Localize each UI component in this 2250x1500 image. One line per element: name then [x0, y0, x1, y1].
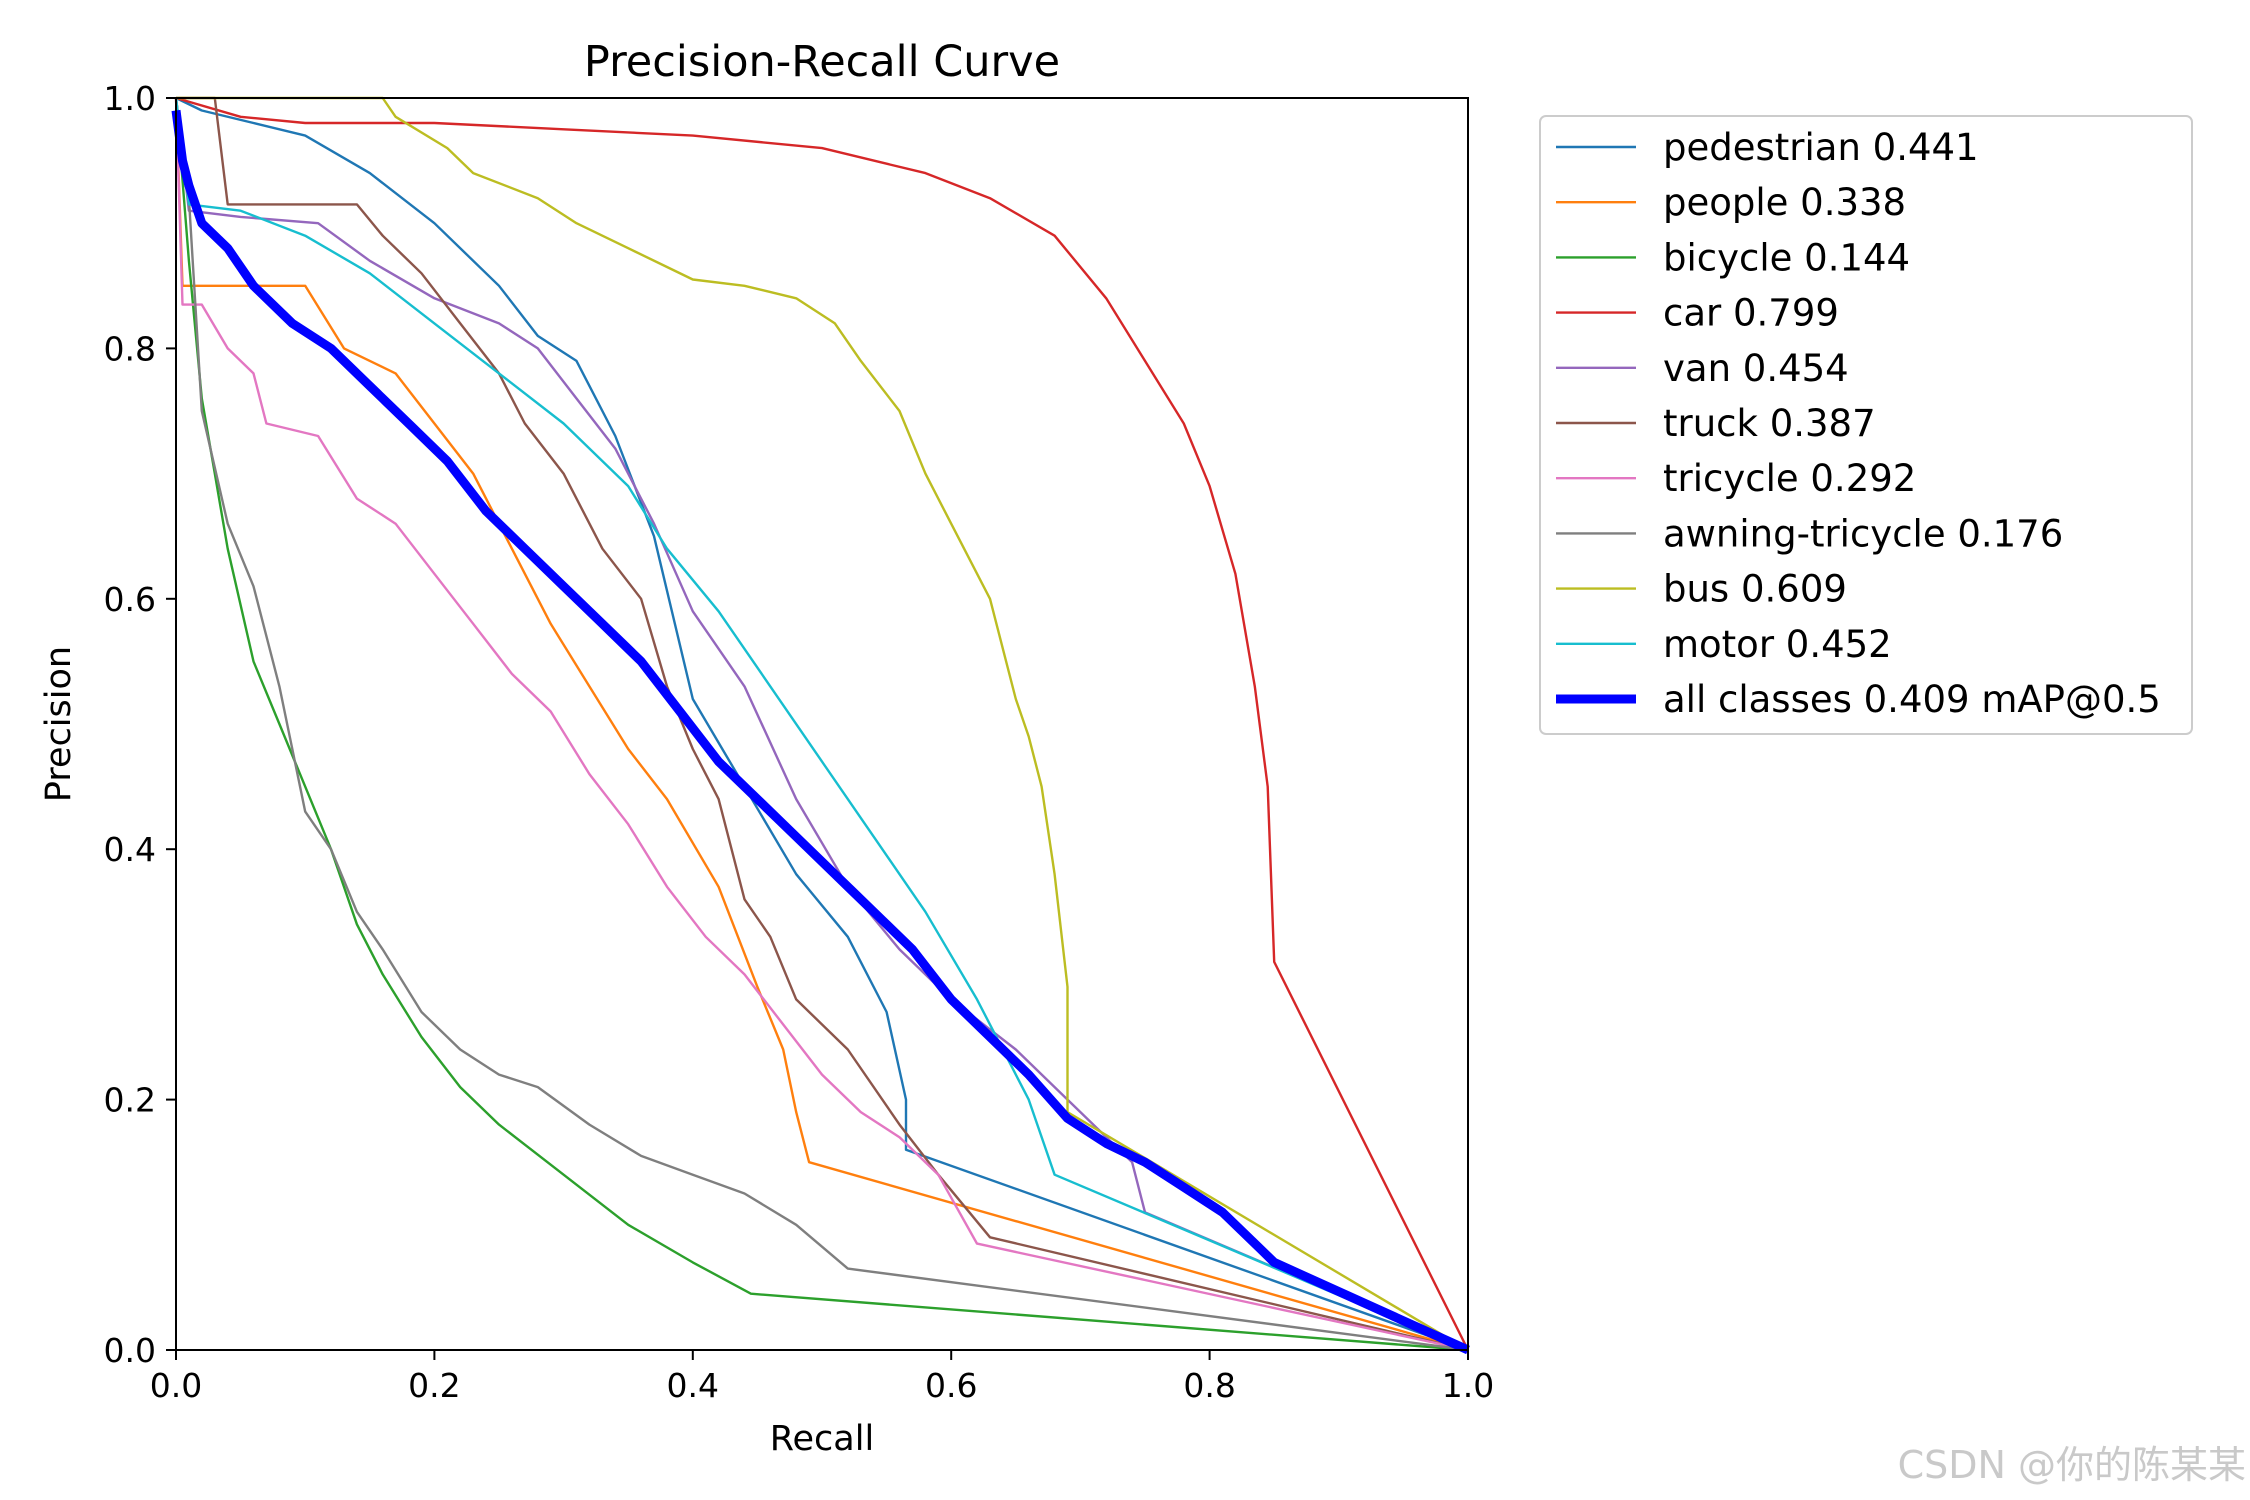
- series-line-truck: [176, 96, 1469, 1352]
- series-line-awning-tricycle: [174, 97, 1469, 1352]
- x-axis-label: Recall: [770, 1419, 874, 1459]
- x-tick-label: 0.0: [150, 1366, 202, 1405]
- x-tick-label: 0.8: [1183, 1366, 1235, 1405]
- series-line-tricycle: [174, 97, 1469, 1352]
- y-tick-label: 0.6: [104, 580, 156, 619]
- y-axis: 0.0 0.2 0.4 0.6 0.8 1.0: [104, 79, 176, 1370]
- y-tick-label: 0.2: [104, 1081, 156, 1120]
- x-tick-label: 0.2: [408, 1366, 460, 1405]
- series-line-all-classes: [171, 109, 1470, 1355]
- y-tick-label: 0.8: [104, 329, 156, 368]
- legend: pedestrian 0.441 people 0.338 bicycle 0.14…: [1539, 115, 2193, 735]
- x-tick-label: 0.4: [667, 1366, 719, 1405]
- series-line-bicycle: [174, 97, 1469, 1352]
- x-tick-label: 0.6: [925, 1366, 977, 1405]
- legend-entry: van 0.454: [1663, 347, 1849, 390]
- series-line-motor: [174, 97, 1469, 1352]
- y-tick-label: 0.4: [104, 830, 156, 869]
- x-axis: 0.0 0.2 0.4 0.6 0.8 1.0: [150, 1350, 1494, 1405]
- legend-entry: all classes 0.409 mAP@0.5: [1663, 678, 2161, 721]
- y-axis-label: Precision: [39, 646, 79, 802]
- legend-entry: pedestrian 0.441: [1663, 126, 1979, 169]
- legend-entry: car 0.799: [1663, 292, 1839, 335]
- series-line-pedestrian: [175, 96, 1469, 1352]
- legend-entry: bicycle 0.144: [1663, 236, 1910, 279]
- series-line-van: [174, 97, 1469, 1352]
- series-line-people: [174, 97, 1469, 1352]
- legend-entry: truck 0.387: [1663, 402, 1876, 445]
- series-line-car: [175, 96, 1470, 1351]
- plot-lines: [171, 96, 1470, 1355]
- chart-title: Precision-Recall Curve: [584, 37, 1060, 87]
- legend-entry: awning-tricycle 0.176: [1663, 512, 2063, 555]
- legend-entry: motor 0.452: [1663, 623, 1892, 666]
- watermark: CSDN @你的陈某某: [1898, 1443, 2246, 1487]
- legend-entry: bus 0.609: [1663, 568, 1847, 611]
- legend-entry: people 0.338: [1663, 181, 1906, 224]
- x-tick-label: 1.0: [1442, 1366, 1494, 1405]
- series-line-bus: [176, 96, 1469, 1352]
- legend-entry: tricycle 0.292: [1663, 457, 1916, 500]
- plot-frame: [175, 97, 1469, 1351]
- legend-box: [1539, 115, 2193, 735]
- y-tick-label: 0.0: [104, 1331, 156, 1370]
- y-tick-label: 1.0: [104, 79, 156, 118]
